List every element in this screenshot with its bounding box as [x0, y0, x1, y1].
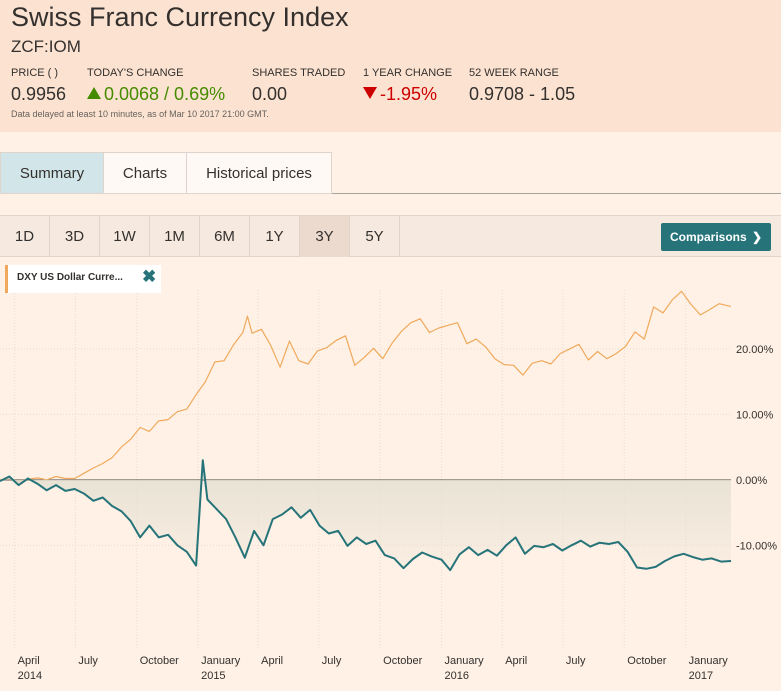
x-tick-label: July	[78, 655, 98, 667]
comparisons-button[interactable]: Comparisons ❯	[661, 223, 771, 251]
x-tick-label: October	[627, 655, 666, 667]
range-1y-button[interactable]: 1Y	[250, 216, 300, 257]
x-tick-year-label: 2015	[201, 670, 225, 682]
year-change: -1.95%	[363, 84, 437, 105]
week-range-label: 52 WEEK RANGE	[469, 67, 559, 79]
price-value: 0.9956	[11, 84, 67, 104]
x-tick-label: April	[261, 655, 283, 667]
tab-historical-prices[interactable]: Historical prices	[186, 152, 332, 194]
range-5y-button[interactable]: 5Y	[350, 216, 400, 257]
todays-change-label: TODAY'S CHANGE	[87, 67, 184, 79]
x-tick-label: January	[689, 655, 729, 667]
range-1w-button[interactable]: 1W	[100, 216, 150, 257]
range-3d-button[interactable]: 3D	[50, 216, 100, 257]
x-tick-label: April	[18, 655, 40, 667]
y-tick-label: -10.00%	[736, 540, 777, 552]
x-tick-label: October	[140, 655, 179, 667]
year-change-label: 1 YEAR CHANGE	[363, 67, 453, 79]
series-line-dxy	[0, 290, 732, 483]
tab-summary[interactable]: Summary	[0, 152, 104, 194]
page-title: Swiss Franc Currency Index	[11, 2, 349, 32]
todays-change: 0.0068 / 0.69%	[87, 84, 225, 105]
x-tick-label: July	[566, 655, 586, 667]
year-change-value: -1.95%	[380, 84, 438, 104]
x-tick-label: April	[505, 655, 527, 667]
range-3y-button[interactable]: 3Y	[300, 216, 350, 257]
range-1d-button[interactable]: 1D	[0, 216, 50, 257]
week-range-value: 0.9708 - 1.05	[469, 84, 576, 104]
x-tick-year-label: 2016	[445, 670, 469, 682]
comparison-legend-chip: DXY US Dollar Curre... ✖	[5, 265, 161, 293]
chevron-right-icon: ❯	[751, 230, 762, 244]
arrow-down-icon	[363, 87, 377, 100]
x-tick-year-label: 2014	[18, 670, 42, 682]
close-icon[interactable]: ✖	[142, 267, 157, 286]
y-tick-label: 10.00%	[736, 409, 774, 421]
x-tick-year-label: 2017	[689, 670, 713, 682]
price-label: PRICE ( )	[11, 67, 59, 79]
range-1m-button[interactable]: 1M	[150, 216, 200, 257]
quote-header: Swiss Franc Currency Index ZCF:IOM PRICE…	[0, 0, 781, 132]
series-area-fill	[0, 460, 731, 571]
series-line-zcf	[0, 459, 732, 572]
shares-traded-label: SHARES TRADED	[252, 67, 346, 79]
tab-charts[interactable]: Charts	[103, 152, 187, 194]
x-tick-label: October	[383, 655, 422, 667]
legend-series-label: DXY US Dollar Curre...	[17, 272, 123, 283]
data-delay-note: Data delayed at least 10 minutes, as of …	[11, 109, 269, 119]
shares-traded-value: 0.00	[252, 84, 288, 104]
y-tick-label: 0.00%	[736, 475, 767, 487]
todays-change-value: 0.0068 / 0.69%	[104, 84, 226, 104]
comparisons-label: Comparisons	[670, 230, 747, 244]
x-tick-label: January	[201, 655, 241, 667]
range-6m-button[interactable]: 6M	[200, 216, 250, 257]
y-tick-label: 20.00%	[736, 344, 774, 356]
x-tick-label: January	[445, 655, 485, 667]
ticker-symbol: ZCF:IOM	[11, 37, 81, 56]
quote-tabs: Summary Charts Historical prices	[0, 152, 781, 194]
time-range-bar: 1D 3D 1W 1M 6M 1Y 3Y 5Y Comparisons ❯	[0, 215, 781, 257]
arrow-up-icon	[87, 87, 101, 100]
x-tick-label: July	[322, 655, 342, 667]
